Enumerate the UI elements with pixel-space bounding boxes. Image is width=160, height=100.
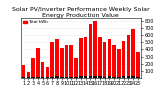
Bar — [117, 77, 121, 78]
Bar — [55, 76, 59, 78]
Bar — [79, 38, 83, 78]
Bar — [98, 37, 102, 78]
Bar — [117, 49, 121, 78]
Bar — [84, 37, 87, 78]
Bar — [55, 39, 59, 78]
Bar — [60, 77, 64, 78]
Bar — [131, 76, 135, 78]
Bar — [74, 58, 78, 78]
Bar — [122, 76, 125, 78]
Bar — [46, 67, 49, 78]
Bar — [112, 45, 116, 78]
Bar — [88, 24, 92, 78]
Bar — [136, 77, 140, 78]
Bar — [65, 77, 68, 78]
Bar — [50, 77, 54, 78]
Bar — [50, 42, 54, 78]
Bar — [103, 77, 106, 78]
Bar — [74, 77, 78, 78]
Bar — [112, 77, 116, 78]
Legend: Total kWh: Total kWh — [23, 20, 48, 25]
Bar — [69, 45, 73, 78]
Bar — [127, 76, 130, 78]
Bar — [41, 62, 44, 78]
Bar — [69, 77, 73, 78]
Bar — [22, 77, 25, 78]
Bar — [60, 48, 64, 78]
Bar — [93, 76, 97, 78]
Bar — [65, 45, 68, 78]
Bar — [22, 65, 25, 78]
Bar — [103, 42, 106, 78]
Bar — [36, 48, 40, 78]
Bar — [27, 77, 30, 78]
Bar — [127, 35, 130, 78]
Bar — [108, 76, 111, 78]
Bar — [36, 77, 40, 78]
Bar — [122, 41, 125, 78]
Bar — [27, 72, 30, 78]
Bar — [79, 76, 83, 78]
Bar — [46, 77, 49, 78]
Bar — [41, 77, 44, 78]
Bar — [88, 76, 92, 78]
Title: Solar PV/Inverter Performance Weekly Solar Energy Production Value: Solar PV/Inverter Performance Weekly Sol… — [12, 7, 150, 18]
Bar — [84, 76, 87, 78]
Bar — [98, 76, 102, 78]
Bar — [31, 77, 35, 78]
Bar — [93, 21, 97, 78]
Bar — [108, 39, 111, 78]
Bar — [31, 58, 35, 78]
Bar — [136, 52, 140, 78]
Bar — [131, 29, 135, 78]
